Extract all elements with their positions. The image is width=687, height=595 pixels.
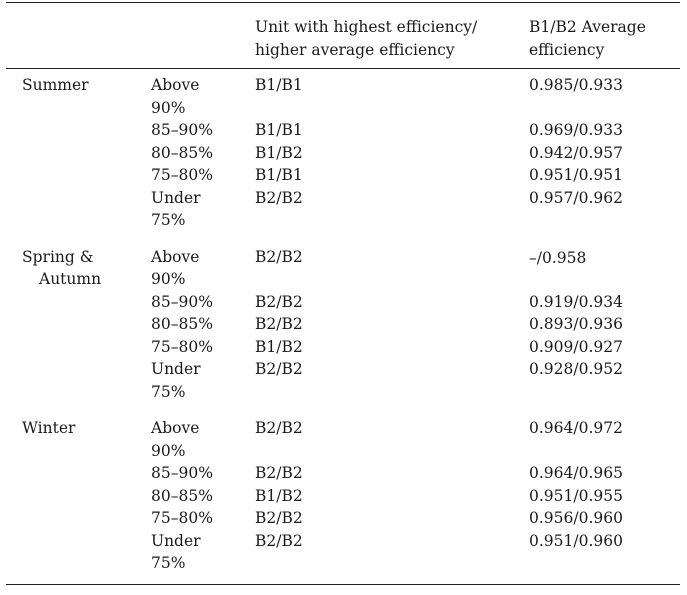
range-cell: 75–80% bbox=[151, 336, 241, 359]
efficiency-cell: 0.956/0.960 bbox=[529, 509, 623, 527]
range-line2: 90% bbox=[151, 441, 186, 460]
range-line1: 75–80% bbox=[151, 166, 213, 184]
efficiency-cell: 0.893/0.936 bbox=[529, 315, 623, 333]
range-line2: 75% bbox=[151, 211, 186, 229]
range-cell: Under 75% bbox=[151, 530, 241, 575]
range-cell: Under 75% bbox=[151, 187, 241, 232]
efficiency-cell: –/0.958 bbox=[529, 248, 587, 267]
unit-cell: B2/B2 bbox=[255, 360, 303, 378]
range-line2: 75% bbox=[151, 554, 186, 572]
range-line1: Above bbox=[151, 247, 200, 266]
range-line1: Above bbox=[151, 76, 200, 94]
range-cell: 85–90% bbox=[151, 462, 241, 485]
unit-cell: B2/B2 bbox=[255, 247, 303, 266]
table-bottom-rule bbox=[6, 584, 680, 585]
range-line2: 75% bbox=[151, 382, 186, 401]
efficiency-cell: 0.919/0.934 bbox=[529, 292, 623, 311]
range-line1: Under bbox=[151, 360, 201, 378]
unit-cell: B1/B1 bbox=[255, 76, 303, 94]
season-label: Winter bbox=[22, 417, 142, 440]
unit-cell: B2/B2 bbox=[255, 419, 303, 437]
header-divider-rule bbox=[6, 68, 680, 69]
header-eff-line2: efficiency bbox=[529, 41, 605, 59]
season-label: Summer bbox=[22, 74, 142, 97]
efficiency-cell: 0.942/0.957 bbox=[529, 143, 623, 162]
range-cell: Above 90% bbox=[151, 246, 241, 291]
efficiency-cell: 0.909/0.927 bbox=[529, 337, 623, 356]
unit-cell: B2/B2 bbox=[255, 509, 303, 527]
range-cell: 80–85% bbox=[151, 485, 241, 508]
unit-cell: B2/B2 bbox=[255, 531, 303, 550]
efficiency-cell: 0.928/0.952 bbox=[529, 360, 623, 378]
range-cell: 75–80% bbox=[151, 164, 241, 187]
unit-cell: B1/B2 bbox=[255, 337, 303, 356]
unit-cell: B2/B2 bbox=[255, 464, 303, 482]
range-line1: 75–80% bbox=[151, 509, 213, 527]
unit-cell: B1/B1 bbox=[255, 121, 303, 139]
efficiency-cell: 0.957/0.962 bbox=[529, 188, 623, 207]
season-label-line1: Winter bbox=[22, 419, 76, 437]
efficiency-cell: 0.964/0.965 bbox=[529, 464, 623, 482]
season-label-line2: Autumn bbox=[39, 270, 102, 288]
range-line2: 90% bbox=[151, 98, 186, 117]
range-cell: 75–80% bbox=[151, 507, 241, 530]
season-label: Spring & Autumn bbox=[22, 246, 142, 291]
range-cell: Above 90% bbox=[151, 74, 241, 119]
unit-cell: B2/B2 bbox=[255, 315, 303, 333]
range-line1: 85–90% bbox=[151, 121, 213, 139]
header-unit-line1: Unit with highest efficiency/ bbox=[255, 18, 478, 36]
efficiency-cell: 0.969/0.933 bbox=[529, 121, 623, 139]
range-line1: 85–90% bbox=[151, 292, 213, 311]
range-cell: 80–85% bbox=[151, 142, 241, 165]
header-unit-line2: higher average efficiency bbox=[255, 41, 455, 59]
range-line2: 90% bbox=[151, 270, 186, 288]
range-line1: 80–85% bbox=[151, 315, 213, 333]
range-cell: 85–90% bbox=[151, 119, 241, 142]
range-cell: 85–90% bbox=[151, 291, 241, 314]
efficiency-cell: 0.964/0.972 bbox=[529, 419, 623, 437]
range-cell: Under 75% bbox=[151, 358, 241, 403]
efficiency-cell: 0.985/0.933 bbox=[529, 76, 623, 94]
range-line1: 80–85% bbox=[151, 143, 213, 162]
range-line1: Under bbox=[151, 188, 201, 207]
unit-cell: B2/B2 bbox=[255, 292, 303, 311]
header-eff-line1: B1/B2 Average bbox=[529, 18, 646, 36]
range-line1: Above bbox=[151, 419, 200, 437]
season-label-line1: Summer bbox=[22, 76, 89, 94]
unit-cell: B1/B2 bbox=[255, 486, 303, 505]
efficiency-cell: 0.951/0.955 bbox=[529, 486, 623, 505]
range-line1: 80–85% bbox=[151, 486, 213, 505]
range-cell: 80–85% bbox=[151, 313, 241, 336]
season-label-line1: Spring & bbox=[22, 247, 94, 266]
unit-cell: B1/B1 bbox=[255, 166, 303, 184]
range-cell: Above 90% bbox=[151, 417, 241, 462]
unit-cell: B1/B2 bbox=[255, 143, 303, 162]
efficiency-cell: 0.951/0.951 bbox=[529, 166, 623, 184]
unit-cell: B2/B2 bbox=[255, 188, 303, 207]
range-line1: 75–80% bbox=[151, 337, 213, 356]
range-line1: 85–90% bbox=[151, 464, 213, 482]
range-line1: Under bbox=[151, 531, 201, 550]
table-top-rule bbox=[6, 2, 680, 3]
efficiency-cell: 0.951/0.960 bbox=[529, 531, 623, 550]
